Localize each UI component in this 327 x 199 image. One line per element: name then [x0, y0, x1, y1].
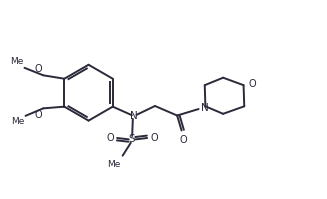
Text: O: O: [34, 64, 42, 74]
Text: Me: Me: [10, 58, 23, 66]
Text: N: N: [201, 103, 209, 113]
Text: O: O: [248, 79, 256, 89]
Text: N: N: [130, 111, 138, 121]
Text: O: O: [34, 110, 42, 120]
Text: O: O: [106, 133, 114, 143]
Text: S: S: [129, 134, 135, 144]
Text: O: O: [150, 133, 158, 143]
Text: Me: Me: [11, 117, 24, 126]
Text: Me: Me: [107, 160, 121, 170]
Text: O: O: [179, 135, 187, 145]
